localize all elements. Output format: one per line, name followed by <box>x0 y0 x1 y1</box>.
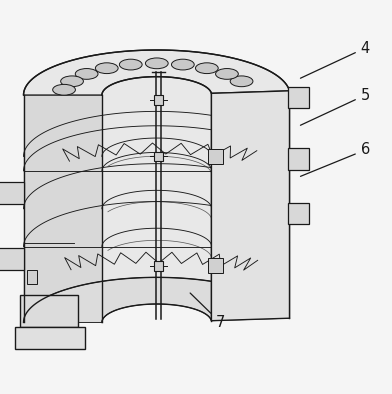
Ellipse shape <box>196 63 218 74</box>
Polygon shape <box>24 277 289 322</box>
Bar <box>287 87 309 108</box>
Bar <box>154 95 163 104</box>
Ellipse shape <box>171 59 194 70</box>
Ellipse shape <box>61 76 83 87</box>
Bar <box>154 261 163 271</box>
Polygon shape <box>102 77 211 322</box>
Text: 7: 7 <box>190 293 225 330</box>
Bar <box>15 327 85 349</box>
Text: 4: 4 <box>300 41 370 78</box>
Ellipse shape <box>120 59 142 70</box>
Ellipse shape <box>53 84 75 95</box>
Ellipse shape <box>230 76 253 87</box>
Bar <box>0 182 24 204</box>
Polygon shape <box>211 91 289 321</box>
Polygon shape <box>24 50 289 95</box>
Ellipse shape <box>216 69 238 79</box>
Bar <box>154 152 163 162</box>
Ellipse shape <box>145 58 168 69</box>
Bar <box>207 258 223 273</box>
Polygon shape <box>24 50 289 322</box>
Ellipse shape <box>95 63 118 74</box>
Text: 6: 6 <box>301 143 370 177</box>
Bar <box>20 295 78 327</box>
Text: 5: 5 <box>300 87 370 125</box>
Bar <box>207 149 223 164</box>
Ellipse shape <box>75 69 98 79</box>
Bar <box>287 148 309 169</box>
Bar <box>0 248 24 269</box>
Bar <box>287 203 309 224</box>
Bar <box>27 270 37 284</box>
